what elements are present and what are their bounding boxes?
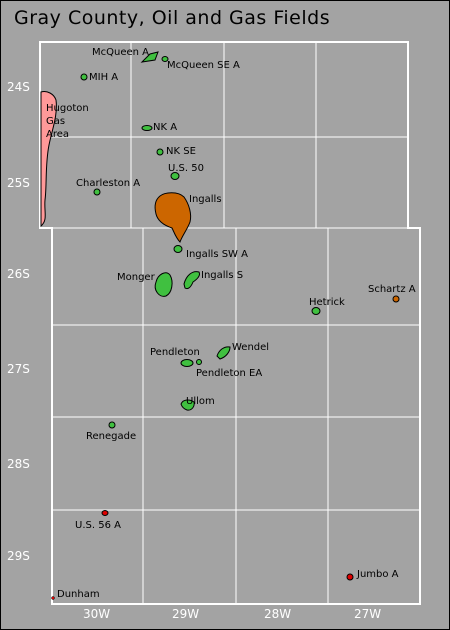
township-label-29s: 29S: [7, 549, 30, 563]
field-label-pendleton: Pendleton: [150, 347, 200, 358]
township-label-24s: 24S: [7, 80, 30, 94]
mcqueen-se-a-field: [161, 56, 169, 62]
township-label-28s: 28S: [7, 457, 30, 471]
field-label-dunham: Dunham: [57, 589, 100, 600]
field-label-mcqueen-se-a: McQueen SE A: [167, 60, 240, 71]
renegade-field: [108, 421, 116, 429]
field-label-wendel: Wendel: [232, 342, 270, 353]
township-label-27s: 27S: [7, 362, 30, 376]
ingalls-field: [154, 192, 192, 243]
us50-field: [170, 172, 180, 180]
township-label-26s: 26S: [7, 267, 30, 281]
county-outline: [39, 41, 421, 605]
nk-se-field: [156, 148, 164, 156]
field-label-monger: Monger: [117, 272, 155, 283]
field-label-us50: U.S. 50: [168, 163, 204, 174]
map-title: Gray County, Oil and Gas Fields: [14, 7, 331, 29]
pendleton-field: [180, 359, 194, 367]
field-label-ullom: Ullom: [186, 396, 215, 407]
field-label-hugoton: Hugoton Gas Area: [46, 103, 89, 140]
us56-a-field: [101, 510, 109, 516]
nk-a-field: [141, 125, 153, 131]
field-label-ingalls: Ingalls: [189, 194, 222, 205]
jumbo-a-field: [346, 573, 354, 581]
schartz-a-field: [392, 295, 400, 303]
field-label-us56-a: U.S. 56 A: [75, 520, 121, 531]
ingalls-s-field: [183, 271, 200, 290]
dunham-field: [51, 596, 55, 600]
ullom-field: [180, 399, 195, 411]
field-label-ingalls-sw-a: Ingalls SW A: [186, 249, 248, 260]
field-label-nk-a: NK A: [153, 122, 178, 133]
range-label-28w: 28W: [264, 607, 292, 621]
wendel-field: [216, 346, 231, 360]
field-label-renegade: Renegade: [86, 431, 137, 442]
mih-a-field: [80, 73, 88, 81]
pendleton-ea-field: [196, 359, 202, 365]
monger-field: [154, 272, 173, 297]
hetrick-field: [311, 307, 321, 315]
field-label-mcqueen-a: McQueen A: [92, 47, 149, 58]
field-label-mih-a: MIH A: [89, 72, 119, 83]
field-label-schartz-a: Schartz A: [368, 284, 416, 295]
range-label-29w: 29W: [172, 607, 200, 621]
field-label-jumbo-a: Jumbo A: [357, 569, 399, 580]
field-label-charleston-a: Charleston A: [76, 178, 141, 189]
charleston-a-field: [93, 188, 101, 196]
hugoton-gas-area: [40, 91, 57, 228]
field-label-nk-se: NK SE: [166, 146, 196, 157]
field-label-ingalls-s: Ingalls S: [201, 270, 244, 281]
township-label-25s: 25S: [7, 176, 30, 190]
range-label-30w: 30W: [83, 607, 111, 621]
field-label-hetrick: Hetrick: [309, 297, 345, 308]
mcqueen-a-field: [140, 51, 159, 63]
range-label-27w: 27W: [354, 607, 382, 621]
field-label-pendleton-ea: Pendleton EA: [196, 368, 263, 379]
ingalls-sw-a-field: [173, 245, 183, 253]
